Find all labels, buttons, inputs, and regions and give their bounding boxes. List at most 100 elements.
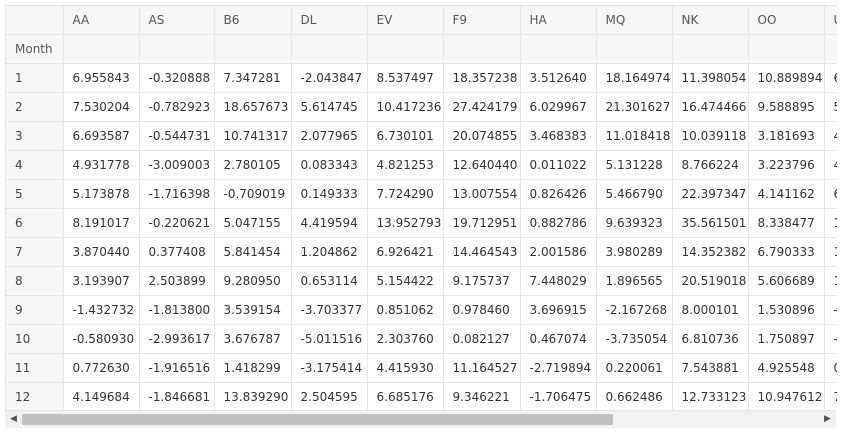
table-cell: 0.083343 xyxy=(291,150,368,180)
table-cell: 10.947612 xyxy=(748,382,825,411)
table-cell: 3.193907 xyxy=(63,266,140,296)
table-cell: 3.512640 xyxy=(520,63,597,93)
table-cell: 4.141162 xyxy=(748,179,825,209)
table-cell: 0.467074 xyxy=(520,324,597,354)
column-header-ev: EV xyxy=(367,6,444,35)
row-index-cell: 5 xyxy=(6,179,64,209)
table-cell: 6.810736 xyxy=(672,324,749,354)
table-cell: 9.639323 xyxy=(596,208,673,238)
table-cell: 0.149333 xyxy=(291,179,368,209)
table-cell: 5.614745 xyxy=(291,92,368,122)
table-cell: 0.978460 xyxy=(443,295,521,325)
table-cell: 11.398054 xyxy=(672,63,749,93)
scrollbar-thumb[interactable] xyxy=(22,414,613,425)
column-header-f9: F9 xyxy=(443,6,521,35)
table-cell: 6 xyxy=(824,63,837,93)
table-cell: 6.685176 xyxy=(367,382,444,411)
table-cell: 3.980289 xyxy=(596,237,673,267)
table-cell: 6 xyxy=(824,179,837,209)
table-cell: 18.164974 xyxy=(596,63,673,93)
table-cell: 2.780105 xyxy=(214,150,292,180)
table-cell: -2.719894 xyxy=(520,353,597,383)
scroll-right-arrow-icon[interactable]: ▶ xyxy=(824,414,831,424)
row-index-cell: 3 xyxy=(6,121,64,151)
table-cell: 16.474466 xyxy=(672,92,749,122)
table-cell: 4.419594 xyxy=(291,208,368,238)
table-cell: 2.077965 xyxy=(291,121,368,151)
table-cell: 5 xyxy=(824,92,837,122)
table-cell: 9.346221 xyxy=(443,382,521,411)
table-cell: -0.580930 xyxy=(63,324,140,354)
table-row: 7 3.870440 0.377408 5.841454 1.204862 6.92642… xyxy=(6,237,837,267)
column-header-nk: NK xyxy=(672,6,749,35)
table-cell: 12.733123 xyxy=(672,382,749,411)
table-cell: -3.009003 xyxy=(139,150,215,180)
column-header-aa: AA xyxy=(63,6,140,35)
table-cell: 6.790333 xyxy=(748,237,825,267)
table-cell: 1.204862 xyxy=(291,237,368,267)
row-index-cell: 2 xyxy=(6,92,64,122)
table-row: 6 8.191017 -0.220621 5.047155 4.419594 13.952… xyxy=(6,208,837,238)
table-cell: 8.766224 xyxy=(672,150,749,180)
table-cell: 9.175737 xyxy=(443,266,521,296)
table-cell: 4.925548 xyxy=(748,353,825,383)
table-cell: 0.851062 xyxy=(367,295,444,325)
index-name-row: Month xyxy=(6,34,837,64)
row-index-cell: 8 xyxy=(6,266,64,296)
scroll-left-arrow-icon[interactable]: ◀ xyxy=(10,414,17,424)
table-cell: 7.530204 xyxy=(63,92,140,122)
table-cell: 1 xyxy=(824,266,837,296)
table-row: 12 4.149684 -1.846681 13.839290 2.504595 6.68… xyxy=(6,382,837,411)
table-cell: 20.074855 xyxy=(443,121,521,151)
table-cell: -0.320888 xyxy=(139,63,215,93)
table-cell: 20.519018 xyxy=(672,266,749,296)
table-cell: 1.896565 xyxy=(596,266,673,296)
table-cell: 10.417236 xyxy=(367,92,444,122)
table-cell: -0.782923 xyxy=(139,92,215,122)
table-cell: -0.220621 xyxy=(139,208,215,238)
table-cell: 13.952793 xyxy=(367,208,444,238)
table-cell: 11.164527 xyxy=(443,353,521,383)
table-cell: 11.018418 xyxy=(596,121,673,151)
table-cell: 4.149684 xyxy=(63,382,140,411)
table-cell: 5.173878 xyxy=(63,179,140,209)
table-cell: 1.418299 xyxy=(214,353,292,383)
horizontal-scrollbar[interactable]: ◀ ▶ xyxy=(5,410,836,428)
row-index-cell: 7 xyxy=(6,237,64,267)
table-cell: -1.846681 xyxy=(139,382,215,411)
dataframe-viewport[interactable]: AAASB6DLEVF9HAMQNKOOU Month 16.955843-0.… xyxy=(5,5,837,411)
table-cell: 8.000101 xyxy=(672,295,749,325)
dataframe-table: AAASB6DLEVF9HAMQNKOOU Month 16.955843-0.… xyxy=(6,6,837,411)
table-cell: 1 xyxy=(824,208,837,238)
table-cell: 3.223796 xyxy=(748,150,825,180)
table-cell: 2.001586 xyxy=(520,237,597,267)
column-header-b6: B6 xyxy=(214,6,292,35)
table-cell: -0.709019 xyxy=(214,179,292,209)
table-cell: 13.839290 xyxy=(214,382,292,411)
table-row: 1 6.955843 -0.320888 7.347281 -2.043847 8.537… xyxy=(6,63,837,93)
table-row: 2 7.530204 -0.782923 18.657673 5.614745 10.41… xyxy=(6,92,837,122)
table-body: 1 6.955843 -0.320888 7.347281 -2.043847 8.537… xyxy=(6,63,837,411)
table-cell: 6.730101 xyxy=(367,121,444,151)
table-cell: 0.882786 xyxy=(520,208,597,238)
table-row: 4 4.931778 -3.009003 2.780105 0.083343 4.8212… xyxy=(6,150,837,180)
corner-header-cell xyxy=(6,6,64,35)
table-row: 8 3.193907 2.503899 9.280950 0.653114 5.15442… xyxy=(6,266,837,296)
table-cell: -5.011516 xyxy=(291,324,368,354)
table-cell: 0.220061 xyxy=(596,353,673,383)
table-cell: 19.712951 xyxy=(443,208,521,238)
row-index-cell: 4 xyxy=(6,150,64,180)
table-cell: 18.657673 xyxy=(214,92,292,122)
table-cell: 7.347281 xyxy=(214,63,292,93)
row-index-cell: 1 xyxy=(6,63,64,93)
table-row: 10 -0.580930 -2.993617 3.676787 -5.011516 2.3… xyxy=(6,324,837,354)
index-name-cell: Month xyxy=(6,34,64,64)
table-cell: -2.167268 xyxy=(596,295,673,325)
column-header-as: AS xyxy=(139,6,215,35)
row-index-cell: 12 xyxy=(6,382,64,411)
table-cell: -0.544731 xyxy=(139,121,215,151)
row-index-cell: 10 xyxy=(6,324,64,354)
table-cell: 4 xyxy=(824,121,837,151)
table-cell: 18.357238 xyxy=(443,63,521,93)
table-cell: -3.735054 xyxy=(596,324,673,354)
